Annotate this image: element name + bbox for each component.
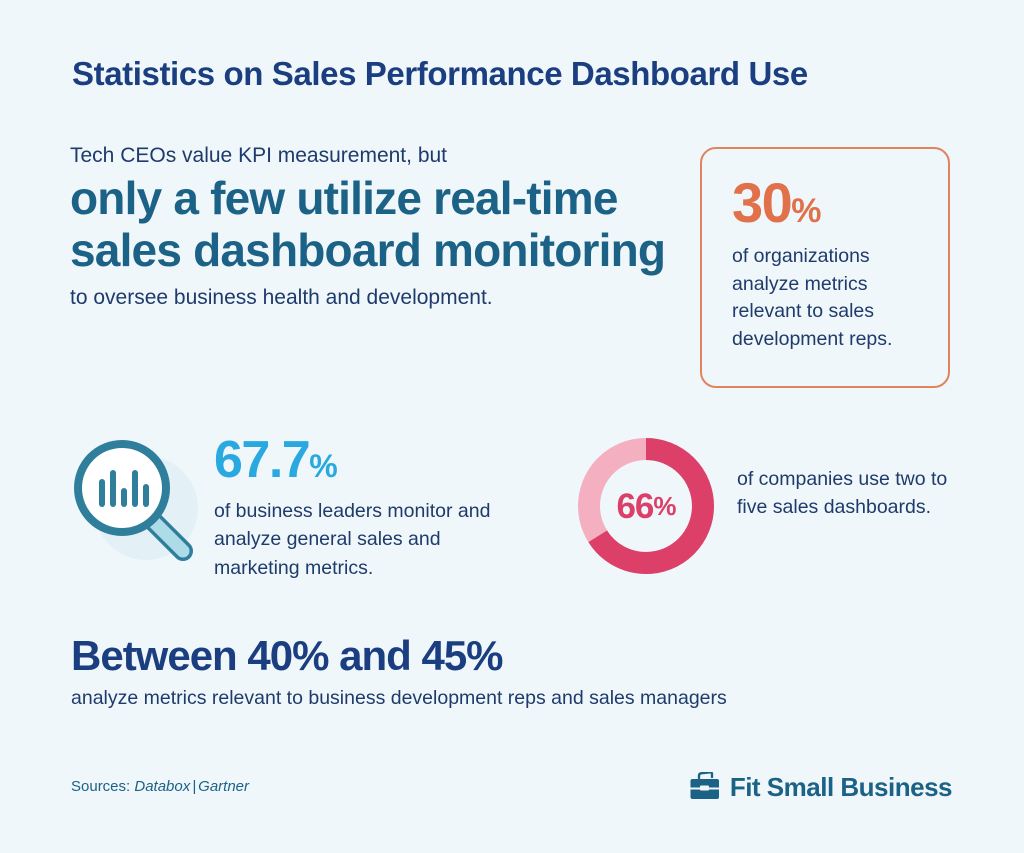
briefcase-icon [690,772,719,799]
bottom-stat-headline: Between 40% and 45% [71,632,504,679]
bottom-stat-description: analyze metrics relevant to business dev… [71,687,727,710]
lead-kicker: Tech CEOs value KPI measurement, but [70,144,448,167]
brand-logo: Fit Small Business [689,771,953,802]
percent-symbol: % [653,491,676,521]
stat-card-number: 30% [732,175,926,231]
sources-label: Sources: [71,778,131,795]
stat-card-description: of organizations analyze metrics relevan… [732,245,893,351]
donut-chart: 66% [576,436,716,576]
stat-block-business-leaders: 67.7% of business leaders monitor and an… [214,434,524,582]
sources-line: Sources: Databox | Gartner [71,778,249,795]
stat-cyan-number: 67.7% [214,434,524,486]
page-title: Statistics on Sales Performance Dashboar… [72,55,808,92]
lead-tail: to oversee business health and developme… [70,286,493,310]
source-separator: | [192,778,197,795]
magnifier-bar-chart-icon [74,440,193,561]
donut-description: of companies use two to five sales dashb… [737,468,948,519]
lead-text-block: Tech CEOs value KPI measurement, but onl… [70,143,670,312]
donut-value-arc [578,438,714,574]
stat-card-organizations: 30% of organizations analyze metrics rel… [700,147,950,388]
bottom-stat-block: Between 40% and 45% analyze metrics rele… [71,632,727,711]
brand-logo-text: Fit Small Business [729,771,953,802]
donut-center-value: 66 [616,486,654,526]
donut-center-label: 66% [576,436,716,576]
stat-cyan-value: 67.7 [214,431,311,489]
percent-symbol: % [791,192,822,230]
percent-symbol: % [309,448,338,484]
stat-card-value: 30 [732,171,793,234]
lead-headline: only a few utilize real-time sales dashb… [70,172,666,276]
stat-cyan-description: of business leaders monitor and analyze … [214,500,491,579]
source-gartner: Gartner [198,778,250,795]
donut-chart-svg [578,438,714,574]
magnifier-icon-wrap [72,432,202,572]
source-databox: Databox [134,778,191,795]
